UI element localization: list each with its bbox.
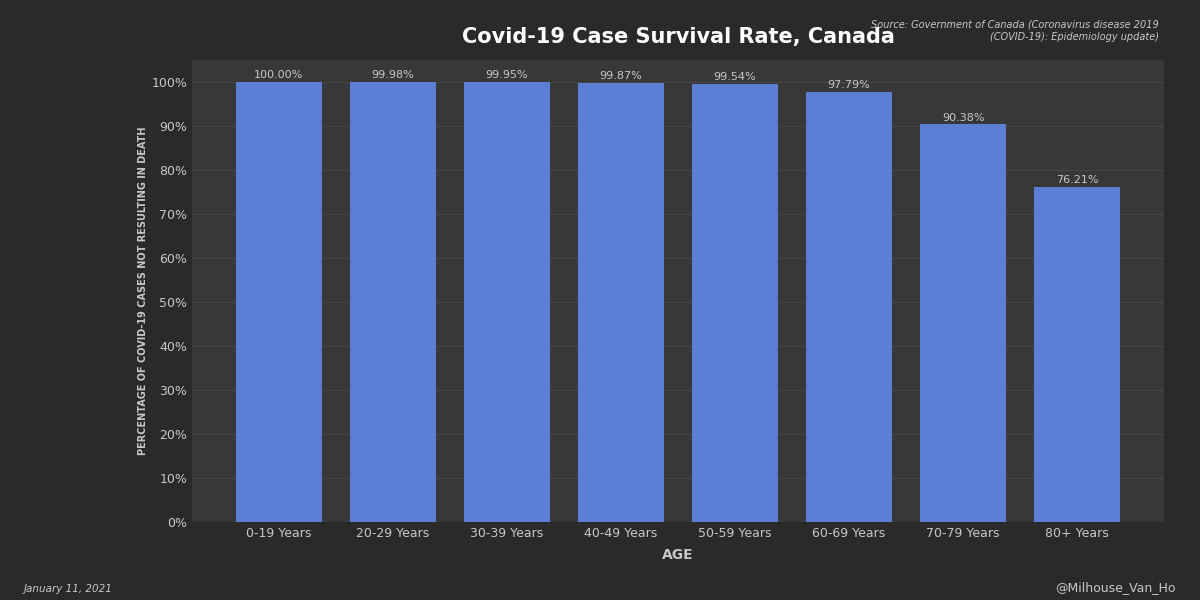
X-axis label: AGE: AGE bbox=[662, 548, 694, 562]
Bar bbox=[692, 84, 778, 522]
Text: 97.79%: 97.79% bbox=[828, 80, 870, 90]
Y-axis label: PERCENTAGE OF COVID-19 CASES NOT RESULTING IN DEATH: PERCENTAGE OF COVID-19 CASES NOT RESULTI… bbox=[138, 127, 148, 455]
Text: 90.38%: 90.38% bbox=[942, 113, 984, 122]
Text: 76.21%: 76.21% bbox=[1056, 175, 1098, 185]
Bar bbox=[806, 92, 892, 522]
Text: 99.87%: 99.87% bbox=[600, 71, 642, 81]
Text: 99.95%: 99.95% bbox=[486, 70, 528, 80]
Bar bbox=[464, 82, 550, 522]
Bar bbox=[236, 82, 322, 522]
Text: Source: Government of Canada (Coronavirus disease 2019
(COVID-19): Epidemiology : Source: Government of Canada (Coronaviru… bbox=[871, 20, 1159, 41]
Title: Covid-19 Case Survival Rate, Canada: Covid-19 Case Survival Rate, Canada bbox=[462, 28, 894, 47]
Bar bbox=[920, 124, 1006, 522]
Text: January 11, 2021: January 11, 2021 bbox=[24, 584, 113, 594]
Bar bbox=[1034, 187, 1120, 522]
Text: 99.98%: 99.98% bbox=[372, 70, 414, 80]
Text: 99.54%: 99.54% bbox=[714, 72, 756, 82]
Text: 100.00%: 100.00% bbox=[254, 70, 304, 80]
Bar bbox=[578, 83, 664, 522]
Text: @Milhouse_Van_Ho: @Milhouse_Van_Ho bbox=[1056, 581, 1176, 594]
Bar bbox=[350, 82, 436, 522]
